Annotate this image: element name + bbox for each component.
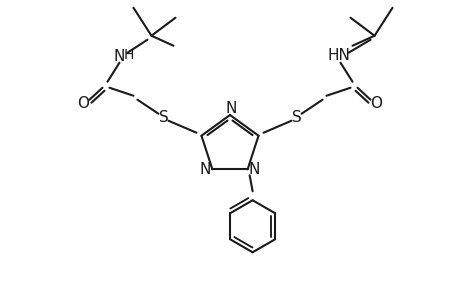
Text: N: N: [248, 162, 260, 177]
Text: S: S: [291, 110, 301, 125]
Text: N: N: [199, 162, 211, 177]
Text: N: N: [113, 49, 125, 64]
Text: O: O: [370, 96, 382, 111]
Text: HN: HN: [326, 48, 349, 63]
Text: N: N: [225, 100, 236, 116]
Text: H: H: [123, 48, 134, 62]
Text: S: S: [158, 110, 168, 125]
Text: O: O: [77, 96, 89, 111]
